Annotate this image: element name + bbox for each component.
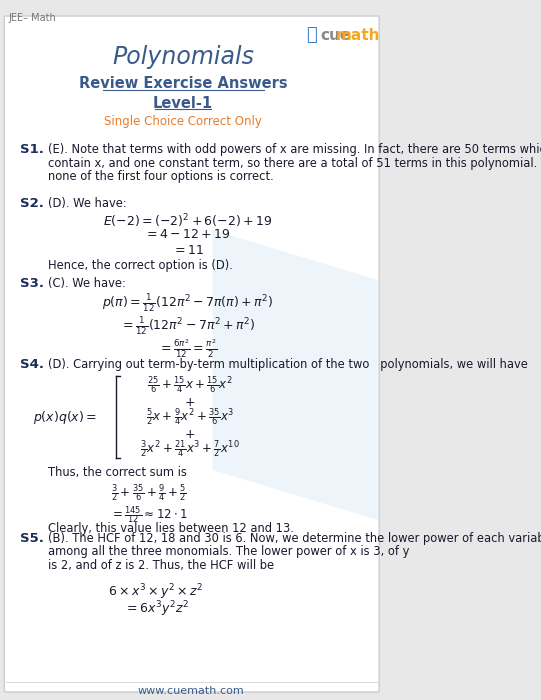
Text: S1.: S1. — [20, 143, 44, 156]
Text: $\frac{3}{2} + \frac{35}{6} + \frac{9}{4} + \frac{5}{2}$: $\frac{3}{2} + \frac{35}{6} + \frac{9}{4… — [111, 482, 187, 504]
Text: $= \frac{145}{12} \approx 12 \cdot 1$: $= \frac{145}{12} \approx 12 \cdot 1$ — [110, 504, 188, 526]
Polygon shape — [213, 230, 378, 520]
Text: 🚀: 🚀 — [306, 26, 317, 44]
Text: $= 6x^3y^2z^2$: $= 6x^3y^2z^2$ — [123, 599, 188, 619]
Text: $\frac{5}{2}x + \frac{9}{4}x^2 + \frac{35}{6}x^3$: $\frac{5}{2}x + \frac{9}{4}x^2 + \frac{3… — [146, 406, 234, 428]
Text: $\frac{3}{2}x^2 + \frac{21}{4}x^3 + \frac{7}{2}x^{10}$: $\frac{3}{2}x^2 + \frac{21}{4}x^3 + \fra… — [140, 438, 240, 460]
Text: $p(\pi) = \frac{1}{12}(12\pi^2 - 7\pi(\pi) + \pi^2)$: $p(\pi) = \frac{1}{12}(12\pi^2 - 7\pi(\p… — [102, 292, 274, 314]
Text: Single Choice Correct Only: Single Choice Correct Only — [104, 115, 262, 127]
Text: (D). We have:: (D). We have: — [48, 197, 127, 210]
Text: Clearly, this value lies between 12 and 13.: Clearly, this value lies between 12 and … — [48, 522, 294, 535]
Text: contain x, and one constant term, so there are a total of 51 terms in this polyn: contain x, and one constant term, so the… — [48, 157, 541, 169]
Text: (E). Note that terms with odd powers of x are missing. In fact, there are 50 ter: (E). Note that terms with odd powers of … — [48, 143, 541, 156]
Text: Hence, the correct option is (D).: Hence, the correct option is (D). — [48, 259, 233, 272]
Text: S2.: S2. — [20, 197, 44, 210]
Text: is 2, and of z is 2. Thus, the HCF will be: is 2, and of z is 2. Thus, the HCF will … — [48, 559, 274, 572]
Text: $6 \times x^3 \times y^2 \times z^2$: $6 \times x^3 \times y^2 \times z^2$ — [108, 582, 203, 601]
Text: among all the three monomials. The lower power of x is 3, of y: among all the three monomials. The lower… — [48, 545, 410, 559]
Text: cue: cue — [320, 27, 351, 43]
Text: $= \frac{6\pi^2}{12} = \frac{\pi^2}{2}$: $= \frac{6\pi^2}{12} = \frac{\pi^2}{2}$ — [158, 338, 217, 360]
FancyBboxPatch shape — [4, 16, 379, 692]
Text: Level-1: Level-1 — [153, 95, 213, 111]
Text: $+$: $+$ — [184, 428, 196, 441]
Text: $E(-2) = (-2)^2 + 6(-2) + 19$: $E(-2) = (-2)^2 + 6(-2) + 19$ — [103, 212, 273, 230]
Text: $p(x)q(x) =$: $p(x)q(x) =$ — [34, 410, 97, 426]
Text: math: math — [335, 27, 380, 43]
Text: JEE– Math: JEE– Math — [9, 13, 56, 23]
Text: $= 4 - 12 + 19$: $= 4 - 12 + 19$ — [144, 228, 231, 241]
Text: (C). We have:: (C). We have: — [48, 277, 126, 290]
Text: (B). The HCF of 12, 18 and 30 is 6. Now, we determine the lower power of each va: (B). The HCF of 12, 18 and 30 is 6. Now,… — [48, 532, 541, 545]
Text: Polynomials: Polynomials — [112, 45, 254, 69]
Text: Thus, the correct sum is: Thus, the correct sum is — [48, 466, 187, 479]
Text: www.cuemath.com: www.cuemath.com — [138, 686, 245, 696]
Text: $= 11$: $= 11$ — [172, 244, 204, 257]
Text: S4.: S4. — [20, 358, 44, 371]
Text: $\frac{25}{6} + \frac{15}{4}x + \frac{15}{6}x^2$: $\frac{25}{6} + \frac{15}{4}x + \frac{15… — [147, 374, 233, 395]
Text: $+$: $+$ — [184, 396, 196, 409]
Text: (D). Carrying out term-by-term multiplication of the two   polynomials, we will : (D). Carrying out term-by-term multiplic… — [48, 358, 528, 371]
Text: Review Exercise Answers: Review Exercise Answers — [78, 76, 287, 92]
Text: $= \frac{1}{12}(12\pi^2 - 7\pi^2 + \pi^2)$: $= \frac{1}{12}(12\pi^2 - 7\pi^2 + \pi^2… — [120, 315, 255, 337]
Text: none of the first four options is correct.: none of the first four options is correc… — [48, 170, 274, 183]
Text: S5.: S5. — [20, 532, 44, 545]
Text: S3.: S3. — [20, 277, 44, 290]
